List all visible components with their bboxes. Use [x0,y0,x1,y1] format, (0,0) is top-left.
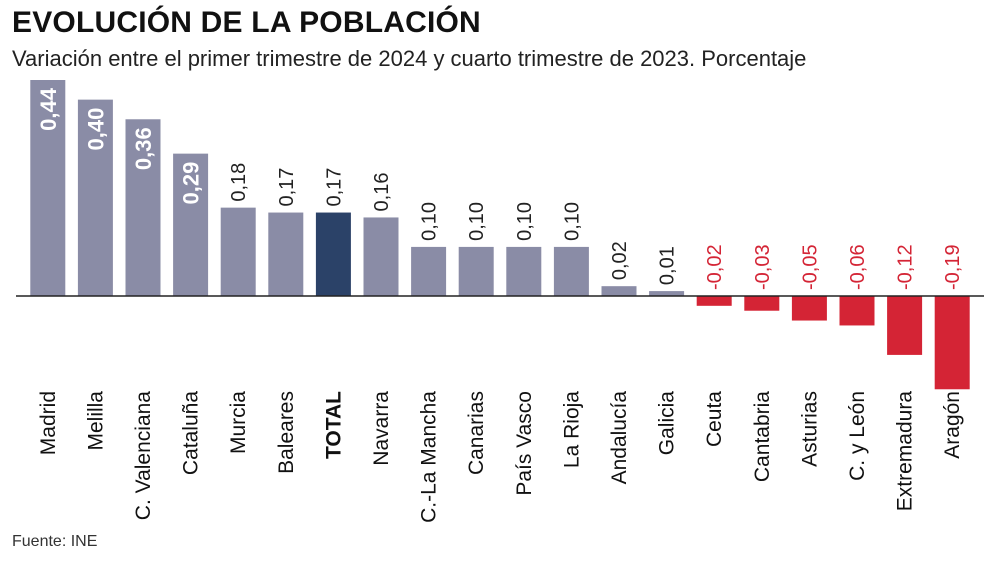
category-label-aragon: Aragón [941,391,964,459]
value-label-la-rioja: 0,10 [561,202,583,241]
bar-navarra [363,217,399,296]
value-label-melilla: 0,40 [83,108,108,151]
bar-c-y-leon [839,296,875,326]
value-label-total: 0,17 [323,168,345,207]
bar-asturias [791,296,827,321]
category-label-murcia: Murcia [227,391,250,454]
bar-pais-vasco [506,246,542,296]
value-label-cataluna: 0,29 [179,162,204,205]
value-label-baleares: 0,17 [276,168,298,207]
category-label-c-la-mancha: C.-La Mancha [418,391,441,523]
category-label-madrid: Madrid [37,391,60,455]
value-label-murcia: 0,18 [228,163,250,202]
category-label-navarra: Navarra [370,391,393,466]
category-label-galicia: Galicia [656,391,679,456]
category-label-c-valenciana: C. Valenciana [132,391,155,521]
bar-madrid [30,80,66,296]
value-label-navarra: 0,16 [371,173,393,212]
bars-group [30,80,970,390]
bar-baleares [268,212,304,296]
value-label-c-la-mancha: 0,10 [419,202,441,241]
bar-la-rioja [553,246,589,296]
bar-aragon [934,296,970,390]
category-label-c-y-leon: C. y León [846,391,869,481]
category-label-la-rioja: La Rioja [560,391,583,468]
category-labels-group: Madrid Melilla C. Valenciana Cataluña Murcia… [37,391,964,523]
bar-melilla [77,99,113,297]
category-label-baleares: Baleares [275,391,298,474]
category-label-extremadura: Extremadura [894,391,917,512]
chart-title: EVOLUCIÓN DE LA POBLACIÓN [12,6,481,39]
category-label-andalucia: Andalucía [608,391,631,485]
bar-andalucia [601,286,637,296]
value-label-galicia: 0,01 [657,246,679,285]
value-label-c-y-leon: -0,06 [847,244,869,290]
bar-ceuta [696,296,732,306]
value-label-canarias: 0,10 [466,202,488,241]
bar-galicia [649,291,685,296]
bar-c-la-mancha [411,246,447,296]
category-label-cataluna: Cataluña [180,391,203,475]
category-label-asturias: Asturias [798,391,821,467]
value-label-c-valenciana: 0,36 [131,127,156,170]
bar-c-valenciana [125,119,161,296]
bar-canarias [458,246,494,296]
value-label-aragon: -0,19 [942,244,964,290]
category-label-ceuta: Ceuta [703,391,726,447]
chart-subtitle: Variación entre el primer trimestre de 2… [12,46,807,71]
source-note: Fuente: INE [12,533,98,550]
bar-cantabria [744,296,780,311]
value-labels-group: 0,44 0,40 0,36 0,29 0,18 0,17 0,17 0,16 0,10 0,10… [36,87,964,290]
category-label-total: TOTAL [322,391,345,459]
value-label-andalucia: 0,02 [609,241,631,280]
category-label-pais-vasco: País Vasco [513,391,536,496]
value-label-ceuta: -0,02 [704,244,726,290]
bar-extremadura [887,296,923,355]
value-label-madrid: 0,44 [36,87,61,131]
category-label-canarias: Canarias [465,391,488,475]
category-label-cantabria: Cantabria [751,391,774,482]
bar-cataluna [173,153,209,296]
category-label-melilla: Melilla [84,391,107,451]
value-label-pais-vasco: 0,10 [514,202,536,241]
value-label-asturias: -0,05 [799,244,821,290]
value-label-extremadura: -0,12 [895,244,917,290]
bar-total [315,212,351,296]
value-label-cantabria: -0,03 [752,244,774,290]
bar-murcia [220,207,256,296]
